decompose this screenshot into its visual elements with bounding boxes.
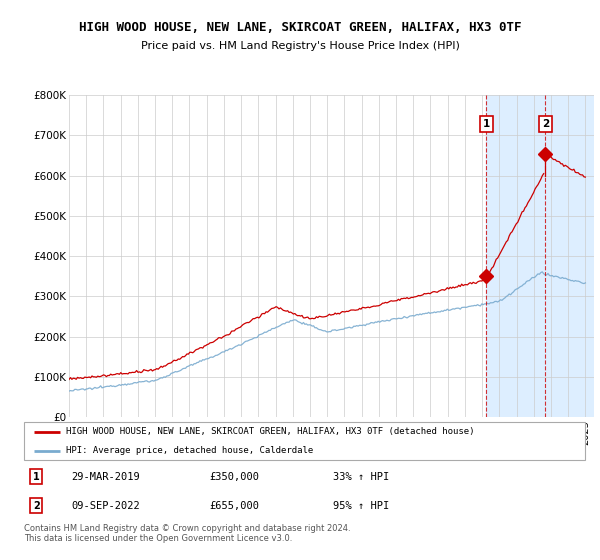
Text: HIGH WOOD HOUSE, NEW LANE, SKIRCOAT GREEN, HALIFAX, HX3 0TF: HIGH WOOD HOUSE, NEW LANE, SKIRCOAT GREE… xyxy=(79,21,521,34)
Text: £655,000: £655,000 xyxy=(209,501,259,511)
Text: HIGH WOOD HOUSE, NEW LANE, SKIRCOAT GREEN, HALIFAX, HX3 0TF (detached house): HIGH WOOD HOUSE, NEW LANE, SKIRCOAT GREE… xyxy=(66,427,475,436)
Text: 29-MAR-2019: 29-MAR-2019 xyxy=(71,472,140,482)
FancyBboxPatch shape xyxy=(24,422,585,460)
Text: 2: 2 xyxy=(542,119,549,129)
Text: 09-SEP-2022: 09-SEP-2022 xyxy=(71,501,140,511)
Bar xyxy=(487,95,594,417)
Text: Price paid vs. HM Land Registry's House Price Index (HPI): Price paid vs. HM Land Registry's House … xyxy=(140,41,460,51)
Text: £350,000: £350,000 xyxy=(209,472,259,482)
Text: 33% ↑ HPI: 33% ↑ HPI xyxy=(332,472,389,482)
Text: 1: 1 xyxy=(33,472,40,482)
Text: Contains HM Land Registry data © Crown copyright and database right 2024.
This d: Contains HM Land Registry data © Crown c… xyxy=(24,524,350,543)
Text: HPI: Average price, detached house, Calderdale: HPI: Average price, detached house, Cald… xyxy=(66,446,313,455)
Text: 95% ↑ HPI: 95% ↑ HPI xyxy=(332,501,389,511)
Text: 1: 1 xyxy=(483,119,490,129)
Text: 2: 2 xyxy=(33,501,40,511)
